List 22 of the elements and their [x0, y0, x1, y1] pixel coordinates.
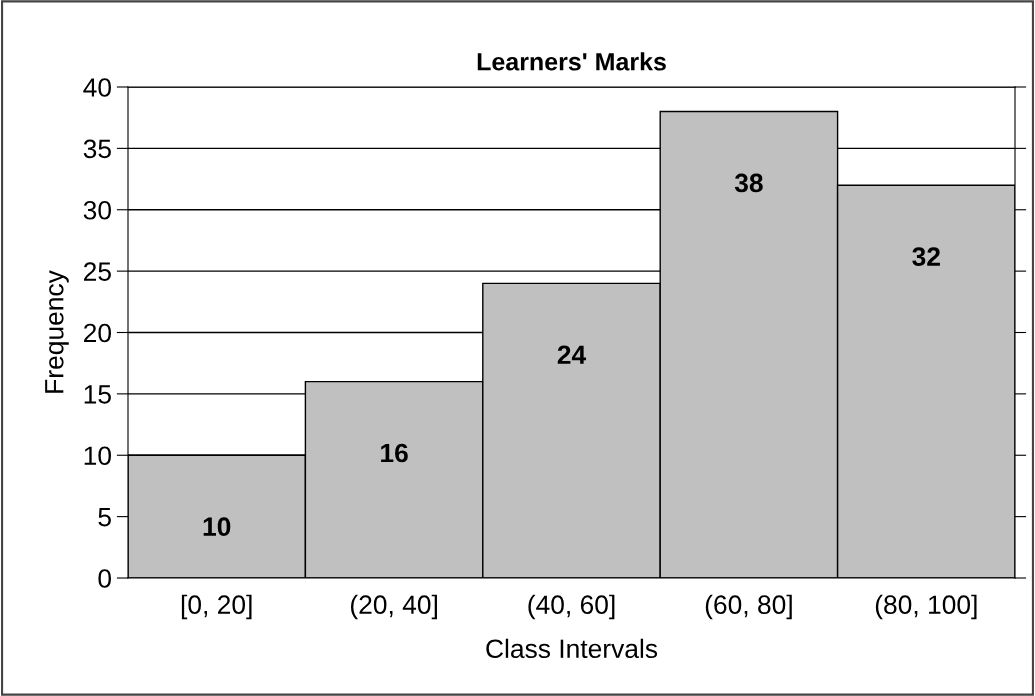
chart-title: Learners' Marks	[477, 52, 666, 71]
y-axis-title: Frequency	[45, 270, 69, 393]
data-label: 32	[912, 247, 940, 266]
data-label: 16	[381, 443, 408, 463]
y-tick-label: 10	[84, 446, 111, 466]
y-tick-label: 25	[84, 262, 111, 281]
y-tick-label: 30	[83, 200, 111, 220]
y-tick-label: 35	[83, 139, 111, 159]
data-label: 38	[734, 173, 763, 193]
y-tick-label: 40	[83, 78, 111, 97]
y-tick-label: 0	[98, 569, 111, 588]
x-tick-label: [0, 20]	[181, 594, 252, 620]
data-label: 10	[203, 517, 231, 536]
x-tick-label: (20, 40]	[351, 594, 437, 620]
y-tick-label: 20	[84, 323, 111, 343]
x-axis-title: Class Intervals	[486, 638, 658, 659]
x-tick-label: (60, 80]	[705, 594, 792, 620]
x-tick-label: (40, 60]	[528, 594, 615, 620]
y-tick-label: 15	[84, 385, 111, 404]
data-label: 24	[557, 345, 587, 364]
y-tick-label: 5	[98, 508, 111, 527]
x-tick-label: (80, 100]	[875, 594, 977, 620]
